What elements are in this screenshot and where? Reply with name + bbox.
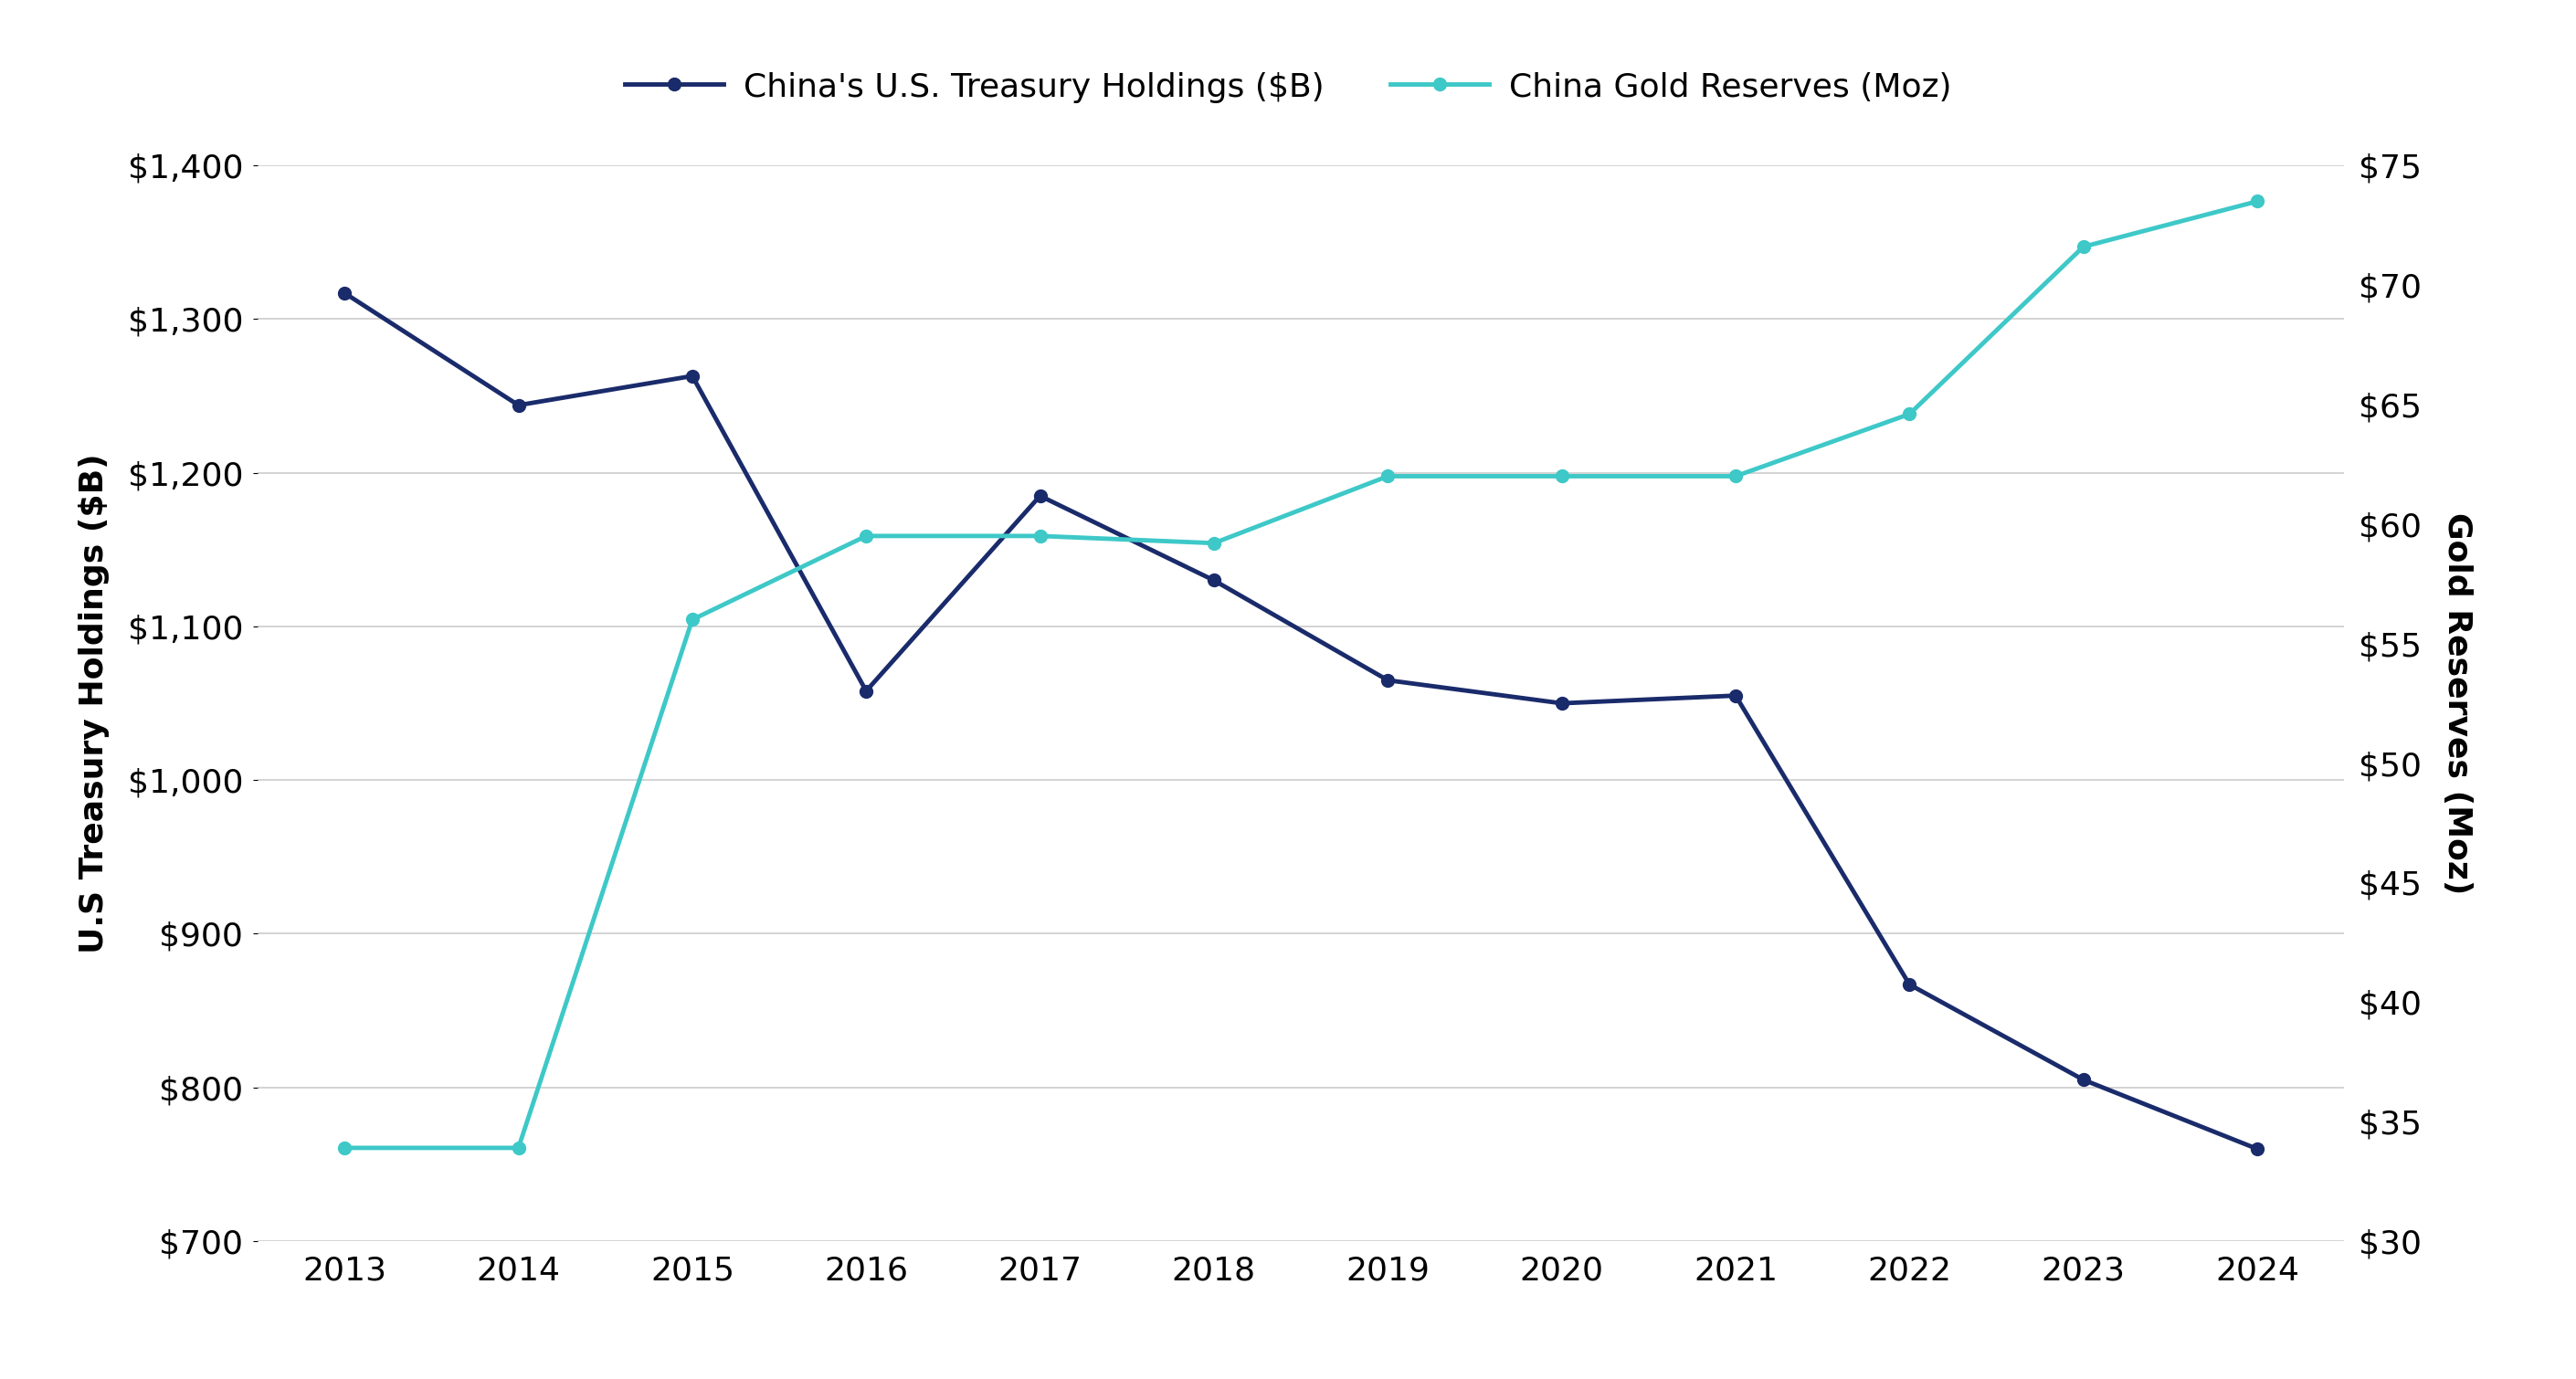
China's U.S. Treasury Holdings ($B) — [1198, 572, 1229, 589]
China's U.S. Treasury Holdings ($B) — [1546, 695, 1577, 712]
Line: China Gold Reserves (Moz): China Gold Reserves (Moz) — [337, 194, 2264, 1154]
China's U.S. Treasury Holdings ($B) — [2069, 1071, 2099, 1088]
China's U.S. Treasury Holdings ($B) — [502, 397, 533, 414]
China Gold Reserves (Moz) — [850, 528, 881, 545]
China Gold Reserves (Moz) — [2241, 193, 2272, 210]
Y-axis label: Gold Reserves (Moz): Gold Reserves (Moz) — [2442, 512, 2473, 895]
China's U.S. Treasury Holdings ($B) — [1893, 976, 1924, 993]
China's U.S. Treasury Holdings ($B) — [1721, 687, 1752, 703]
China's U.S. Treasury Holdings ($B) — [1373, 672, 1404, 688]
China's U.S. Treasury Holdings ($B) — [2241, 1140, 2272, 1157]
China Gold Reserves (Moz) — [502, 1139, 533, 1156]
Legend: China's U.S. Treasury Holdings ($B), China Gold Reserves (Moz): China's U.S. Treasury Holdings ($B), Chi… — [611, 58, 1965, 117]
China's U.S. Treasury Holdings ($B) — [850, 683, 881, 699]
China Gold Reserves (Moz) — [1025, 528, 1056, 545]
China's U.S. Treasury Holdings ($B) — [1025, 488, 1056, 505]
China Gold Reserves (Moz) — [1198, 535, 1229, 552]
Y-axis label: U.S Treasury Holdings ($B): U.S Treasury Holdings ($B) — [80, 454, 111, 953]
China Gold Reserves (Moz) — [330, 1139, 361, 1156]
China Gold Reserves (Moz) — [1721, 467, 1752, 484]
China Gold Reserves (Moz) — [677, 611, 708, 627]
Line: China's U.S. Treasury Holdings ($B): China's U.S. Treasury Holdings ($B) — [337, 287, 2264, 1156]
China Gold Reserves (Moz) — [1893, 405, 1924, 422]
China Gold Reserves (Moz) — [2069, 239, 2099, 255]
China's U.S. Treasury Holdings ($B) — [677, 368, 708, 385]
China Gold Reserves (Moz) — [1373, 467, 1404, 484]
China's U.S. Treasury Holdings ($B) — [330, 284, 361, 301]
China Gold Reserves (Moz) — [1546, 467, 1577, 484]
